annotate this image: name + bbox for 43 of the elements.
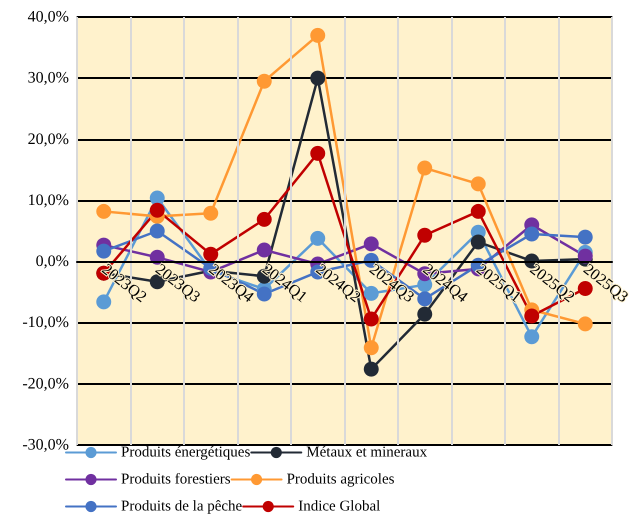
legend-label: Métaux et mineraux xyxy=(306,444,428,460)
point xyxy=(364,362,379,377)
point xyxy=(96,244,112,259)
point xyxy=(364,236,379,252)
legend-label: Produits énergétiques xyxy=(121,444,250,460)
y-tick-label: 30,0% xyxy=(28,70,69,87)
point xyxy=(524,329,540,344)
point xyxy=(310,230,326,246)
point xyxy=(203,246,218,262)
point xyxy=(417,228,432,243)
point xyxy=(96,204,112,219)
y-tick-label: 0,0% xyxy=(36,253,69,270)
point xyxy=(150,190,165,206)
y-tick-label: -10,0% xyxy=(22,314,69,332)
point xyxy=(203,206,218,221)
point xyxy=(150,202,165,218)
point xyxy=(364,312,379,327)
y-tick-label: -20,0% xyxy=(22,375,69,392)
legend-label: Produits de la pêche xyxy=(121,498,243,514)
point xyxy=(310,70,326,86)
point xyxy=(310,146,326,161)
y-tick-label: 40,0% xyxy=(28,8,69,26)
point xyxy=(417,306,432,322)
y-tick-label: 20,0% xyxy=(28,130,69,148)
point xyxy=(417,160,432,176)
point xyxy=(256,74,272,89)
point xyxy=(470,176,486,192)
point xyxy=(256,212,272,227)
point xyxy=(310,28,326,43)
y-tick-label: 10,0% xyxy=(28,192,69,209)
point xyxy=(256,242,272,258)
point xyxy=(150,224,165,238)
y-tick-label: -30,0% xyxy=(22,436,69,454)
point xyxy=(524,308,540,324)
legend-label: Produits agricoles xyxy=(286,472,395,488)
legend-label: Indice Global xyxy=(298,498,380,514)
point xyxy=(524,226,540,242)
legend-label: Produits forestiers xyxy=(121,472,231,488)
point xyxy=(578,230,593,245)
point xyxy=(470,204,486,219)
point xyxy=(470,234,486,250)
point xyxy=(364,340,379,356)
point xyxy=(578,316,593,332)
